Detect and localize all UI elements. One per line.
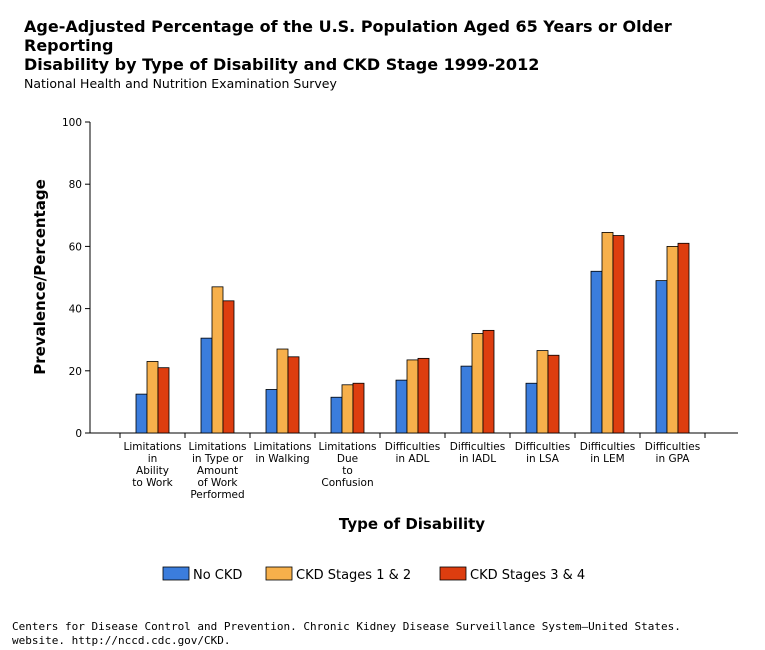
source-citation: Centers for Disease Control and Preventi…	[12, 620, 752, 648]
bar	[536, 350, 549, 434]
bar	[200, 337, 213, 434]
bar	[460, 365, 473, 434]
bar	[482, 329, 495, 434]
x-category-label-line: Due	[337, 453, 358, 465]
x-category-label-line: in GPA	[656, 453, 691, 465]
x-category-label-line: Limitations	[188, 441, 246, 453]
bar	[406, 359, 419, 434]
x-category-label-line: in LSA	[526, 453, 560, 465]
x-category-label-line: of Work	[197, 477, 238, 489]
x-category-label-line: in	[148, 453, 158, 465]
legend-label: CKD Stages 3 & 4	[470, 568, 585, 583]
x-category-label: Limitations in Type or Amount of Work Perfor…	[188, 441, 246, 501]
x-category-label-line: Limitations	[253, 441, 311, 453]
x-category-label-line: Ability	[136, 465, 169, 477]
x-category-label-line: Amount	[197, 465, 238, 477]
x-category-label: Limitations in Ability to Work	[123, 441, 181, 489]
x-axis-title: Type of Disability	[339, 515, 485, 533]
x-category-label-line: in LEM	[590, 453, 624, 465]
y-axis: 0 20 40 60 80 100	[62, 117, 91, 440]
x-category-label-line: Confusion	[321, 477, 373, 489]
x-category-label: Difficulties in LSA	[515, 441, 570, 465]
x-category-label: Difficulties in IADL	[450, 441, 505, 465]
x-category-label: Limitations Due to Confusion	[318, 441, 376, 489]
x-category-label-line: in ADL	[395, 453, 429, 465]
bar	[341, 384, 354, 434]
x-category-label-line: Difficulties	[580, 441, 635, 453]
title-line-2: Disability by Type of Disability and CKD…	[24, 55, 540, 74]
x-category-label-line: Performed	[190, 489, 244, 501]
x-category-label-line: Limitations	[318, 441, 376, 453]
source-line-1: Centers for Disease Control and Preventi…	[12, 620, 681, 633]
chart-title: Age-Adjusted Percentage of the U.S. Popu…	[24, 17, 744, 74]
y-axis-title: Prevalence/Percentage	[31, 179, 49, 375]
x-category-label: Difficulties in ADL	[385, 441, 440, 465]
chart-subtitle: National Health and Nutrition Examinatio…	[24, 76, 337, 91]
x-axis	[90, 432, 738, 438]
x-category-label: Difficulties in GPA	[645, 441, 700, 465]
bar-series	[135, 232, 690, 434]
title-line-1: Age-Adjusted Percentage of the U.S. Popu…	[24, 17, 672, 55]
x-category-label: Difficulties in LEM	[580, 441, 635, 465]
y-tick-label: 0	[75, 428, 82, 440]
legend-item: CKD Stages 3 & 4	[439, 566, 585, 583]
bar	[547, 354, 560, 434]
bar	[395, 379, 408, 434]
bar	[222, 300, 235, 434]
bar	[417, 357, 430, 434]
y-tick-label: 20	[69, 366, 82, 378]
bar	[287, 356, 300, 434]
legend: No CKD CKD Stages 1 & 2 CKD Stages 3 & 4	[162, 566, 585, 583]
bar	[211, 286, 224, 434]
bar	[590, 270, 603, 434]
bar	[265, 389, 278, 434]
y-tick-label: 80	[69, 179, 82, 191]
y-tick-label: 100	[62, 117, 82, 129]
legend-swatch	[162, 566, 190, 581]
legend-swatch	[439, 566, 467, 581]
x-category-label-line: Difficulties	[515, 441, 570, 453]
x-category-label-line: Difficulties	[385, 441, 440, 453]
bar	[525, 382, 538, 434]
legend-label: No CKD	[193, 568, 242, 583]
x-category-label-line: in IADL	[459, 453, 496, 465]
bar	[666, 245, 679, 434]
bar	[157, 367, 170, 434]
bar	[612, 235, 625, 434]
bar	[135, 393, 148, 434]
bar	[655, 280, 668, 434]
bar	[330, 396, 343, 434]
bar	[352, 382, 365, 434]
x-category-label-line: to Work	[132, 477, 173, 489]
x-category-label-line: Difficulties	[645, 441, 700, 453]
bar	[276, 348, 289, 434]
legend-label: CKD Stages 1 & 2	[296, 568, 411, 583]
x-category-label-line: Difficulties	[450, 441, 505, 453]
legend-item: CKD Stages 1 & 2	[265, 566, 411, 583]
x-category-label-line: to	[342, 465, 353, 477]
bar	[146, 361, 159, 434]
legend-swatch	[265, 566, 293, 581]
y-tick-label: 60	[69, 241, 82, 253]
bar	[601, 232, 614, 434]
x-category-label-line: in Type or	[192, 453, 244, 465]
x-category-label: Limitations in Walking	[253, 441, 311, 465]
source-line-2: website. http://nccd.cdc.gov/CKD.	[12, 634, 231, 647]
bar	[471, 333, 484, 434]
legend-item: No CKD	[162, 566, 242, 583]
y-tick-label: 40	[69, 304, 82, 316]
x-category-label-line: in Walking	[255, 453, 309, 465]
bar	[677, 242, 690, 434]
x-category-label-line: Limitations	[123, 441, 181, 453]
